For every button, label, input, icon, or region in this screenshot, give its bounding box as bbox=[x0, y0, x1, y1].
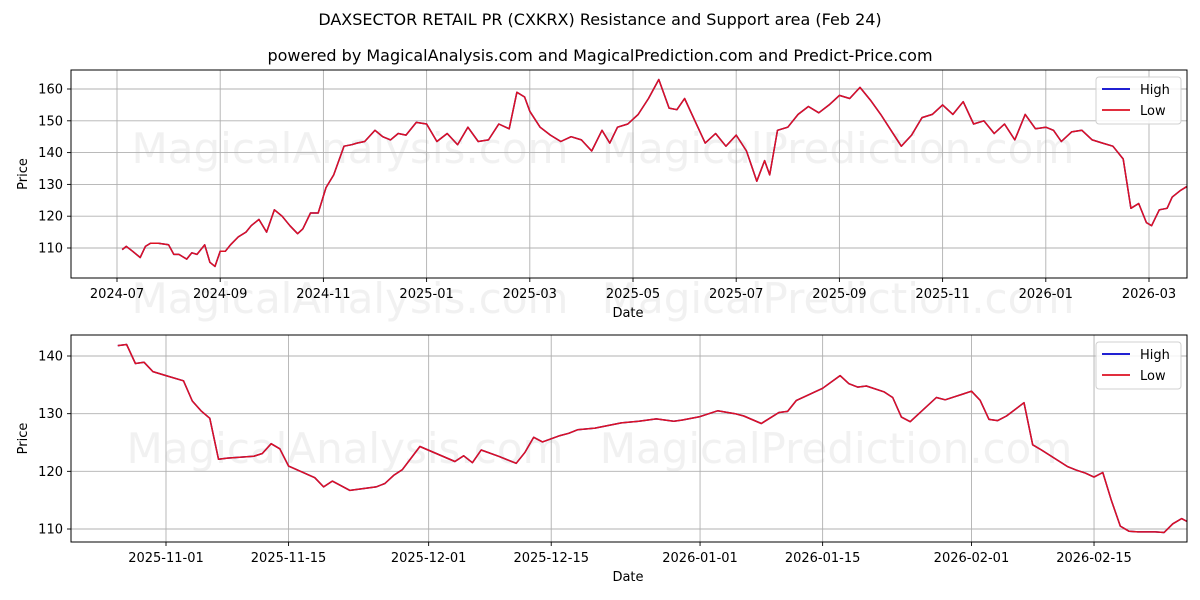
y-tick-label: 140 bbox=[38, 350, 63, 365]
x-tick-label: 2025-03 bbox=[503, 287, 557, 302]
y-tick-label: 120 bbox=[38, 210, 63, 225]
y-tick-label: 130 bbox=[38, 178, 63, 193]
y-tick-label: 140 bbox=[38, 146, 63, 161]
chart-panel-2: MagicalAnalysis.com MagicalPrediction.com… bbox=[16, 334, 1188, 585]
x-tick-label: 2026-02-01 bbox=[934, 551, 1010, 566]
high-legend-label: High bbox=[1140, 83, 1170, 98]
watermark-text: MagicalAnalysis.com bbox=[132, 274, 569, 323]
low-legend-label: Low bbox=[1140, 104, 1166, 119]
x-tick-label: 2025-11-01 bbox=[128, 551, 204, 566]
x-tick-label: 2025-11 bbox=[915, 287, 969, 302]
legend: High Low bbox=[1095, 76, 1182, 125]
y-tick-label: 110 bbox=[38, 523, 63, 538]
x-tick-label: 2026-03 bbox=[1122, 287, 1176, 302]
y-tick-label: 150 bbox=[38, 114, 63, 129]
y-tick-label: 160 bbox=[38, 83, 63, 98]
x-tick-label: 2025-09 bbox=[812, 287, 866, 302]
watermark-text: MagicalAnalysis.com bbox=[132, 124, 569, 173]
y-tick-label: 120 bbox=[38, 465, 63, 480]
series-low-line bbox=[117, 343, 1187, 534]
watermark-text: MagicalPrediction.com bbox=[602, 274, 1075, 323]
x-axis-label: Date bbox=[612, 306, 643, 321]
y-tick-label: 130 bbox=[38, 407, 63, 422]
plot-frame bbox=[70, 334, 1188, 543]
series-low-line bbox=[121, 78, 1187, 268]
plot-frame bbox=[70, 69, 1188, 279]
x-tick-label: 2026-01-15 bbox=[785, 551, 861, 566]
x-tick-label: 2024-11 bbox=[296, 287, 350, 302]
x-tick-label: 2025-12-01 bbox=[391, 551, 467, 566]
x-tick-label: 2024-07 bbox=[90, 287, 144, 302]
x-tick-label: 2025-11-15 bbox=[251, 551, 327, 566]
x-tick-label: 2025-05 bbox=[606, 287, 660, 302]
y-axis-label: Price bbox=[16, 158, 31, 190]
x-tick-label: 2025-12-15 bbox=[513, 551, 589, 566]
x-tick-label: 2025-07 bbox=[709, 287, 763, 302]
x-tick-label: 2026-01-01 bbox=[662, 551, 738, 566]
high-legend-label: High bbox=[1140, 348, 1170, 363]
chart-title: DAXSECTOR RETAIL PR (CXKRX) Resistance a… bbox=[318, 10, 882, 29]
x-tick-label: 2026-01 bbox=[1019, 287, 1073, 302]
watermark-text: MagicalPrediction.com bbox=[602, 124, 1075, 173]
x-axis-label: Date bbox=[612, 570, 643, 585]
chart-subtitle: powered by MagicalAnalysis.com and Magic… bbox=[267, 46, 933, 65]
x-tick-label: 2026-02-15 bbox=[1056, 551, 1132, 566]
watermark-text: MagicalPrediction.com bbox=[600, 424, 1073, 473]
low-legend-label: Low bbox=[1140, 369, 1166, 384]
y-tick-label: 110 bbox=[38, 242, 63, 257]
x-tick-label: 2025-01 bbox=[399, 287, 453, 302]
chart-panel-1: MagicalAnalysis.com MagicalPrediction.com… bbox=[16, 69, 1188, 323]
series-group bbox=[121, 78, 1187, 268]
legend: High Low bbox=[1095, 341, 1182, 390]
y-axis-label: Price bbox=[16, 423, 31, 455]
series-group bbox=[117, 343, 1187, 534]
x-tick-label: 2024-09 bbox=[193, 287, 247, 302]
watermark-text: MagicalAnalysis.com bbox=[127, 424, 564, 473]
